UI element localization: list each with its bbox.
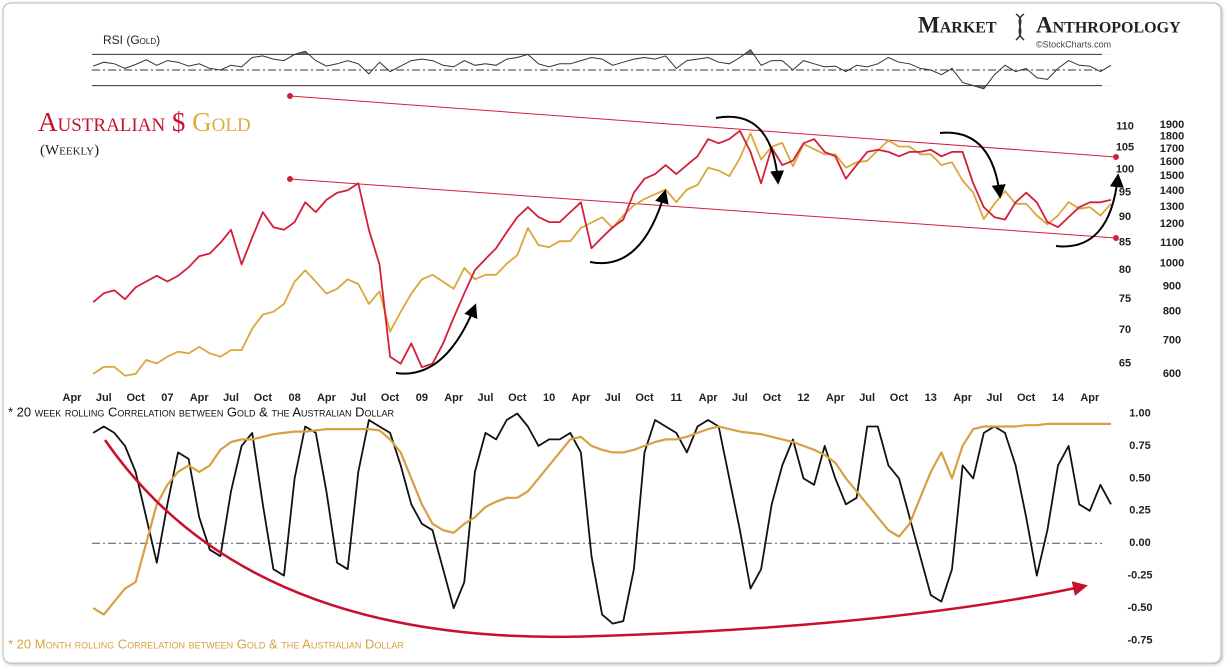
- x-tick-label: 09: [416, 392, 428, 404]
- title-gold: Gold: [192, 107, 251, 137]
- y-tick-label: 105: [1116, 142, 1134, 154]
- x-tick-label: Apr: [63, 392, 83, 404]
- annotation-arrow: [715, 115, 785, 185]
- correlation-line: [92, 422, 1111, 616]
- y2-tick-label: 1800: [1160, 131, 1184, 143]
- x-tick-label: Jul: [859, 392, 875, 404]
- x-tick-label: 07: [161, 392, 173, 404]
- y-tick-label: 0.00: [1129, 537, 1150, 549]
- y-tick-label: 110: [1116, 121, 1134, 133]
- x-tick-label: Apr: [953, 392, 973, 404]
- legend-monthly: * 20 Month rolling Correlation between G…: [8, 636, 404, 651]
- x-tick-label: Jul: [732, 392, 748, 404]
- x-tick-label: Apr: [444, 392, 464, 404]
- x-tick-label: 10: [543, 392, 555, 404]
- y-tick-label: 0.25: [1129, 505, 1150, 517]
- legend-weekly: * 20 week rolling Correlation between Go…: [8, 404, 395, 419]
- x-tick-label: Oct: [763, 392, 782, 404]
- x-tick-label: 11: [670, 392, 682, 404]
- x-tick-label: Apr: [571, 392, 591, 404]
- annotation-arrow: [589, 189, 669, 265]
- annotation-arrow: [395, 303, 478, 375]
- x-tick-label: Oct: [1017, 392, 1036, 404]
- y2-tick-label: 1200: [1160, 218, 1184, 230]
- annotation-arrow: [939, 131, 1006, 199]
- x-tick-label: 13: [925, 392, 937, 404]
- correlation-line: [92, 412, 1112, 625]
- x-tick-label: Jul: [478, 392, 494, 404]
- y2-tick-label: 1500: [1160, 170, 1184, 182]
- y2-tick-label: 1300: [1160, 201, 1184, 213]
- x-tick-label: Apr: [699, 392, 719, 404]
- x-tick-label: Oct: [254, 392, 273, 404]
- price-line: [92, 129, 1112, 369]
- y2-tick-label: 1000: [1160, 258, 1184, 270]
- y-tick-label: -0.75: [1127, 634, 1152, 646]
- x-tick-label: Jul: [986, 392, 1002, 404]
- y-tick-label: 90: [1119, 211, 1131, 223]
- x-tick-label: 08: [289, 392, 301, 404]
- x-tick-label: Jul: [223, 392, 239, 404]
- y-tick-label: 80: [1119, 264, 1131, 276]
- y2-tick-label: 1600: [1160, 156, 1184, 168]
- x-tick-label: Apr: [826, 392, 846, 404]
- credit: ©StockCharts.com: [1036, 39, 1111, 49]
- y2-tick-label: 1100: [1160, 237, 1184, 249]
- x-tick-label: Apr: [1080, 392, 1100, 404]
- subtitle: (Weekly): [40, 142, 99, 158]
- x-tick-label: 12: [797, 392, 809, 404]
- main-title: Australian $ Gold: [38, 107, 251, 137]
- y2-tick-label: 1700: [1160, 143, 1184, 155]
- trend-arrow: [103, 439, 1088, 639]
- rsi-line: [93, 48, 1112, 90]
- x-tick-label: 14: [1052, 392, 1065, 404]
- y2-tick-label: 700: [1163, 335, 1181, 347]
- y-tick-label: 100: [1116, 163, 1134, 175]
- x-tick-label: Jul: [605, 392, 621, 404]
- y-tick-label: -0.25: [1127, 570, 1152, 582]
- y-tick-label: 95: [1119, 187, 1131, 199]
- brand-left: Market: [918, 12, 997, 37]
- y2-tick-label: 900: [1163, 280, 1181, 292]
- x-tick-label: Jul: [350, 392, 366, 404]
- x-tick-label: Oct: [890, 392, 909, 404]
- x-tick-label: Oct: [508, 392, 527, 404]
- y-tick-label: 70: [1119, 324, 1131, 336]
- brand-icon: [1015, 13, 1025, 41]
- y-tick-label: 0.75: [1129, 440, 1150, 452]
- x-tick-label: Apr: [317, 392, 337, 404]
- rsi-title: RSI (Gold): [103, 33, 160, 47]
- annotation-arrow: [1055, 173, 1124, 248]
- price-line: [92, 132, 1112, 377]
- y-tick-label: 65: [1119, 358, 1131, 370]
- y2-tick-label: 800: [1163, 306, 1181, 318]
- x-tick-label: Jul: [96, 392, 112, 404]
- x-tick-label: Apr: [190, 392, 210, 404]
- title-aud: Australian $: [38, 107, 185, 137]
- y2-tick-label: 1900: [1160, 119, 1184, 131]
- x-tick-label: Oct: [126, 392, 145, 404]
- y-tick-label: 75: [1119, 293, 1131, 305]
- x-tick-label: Oct: [635, 392, 654, 404]
- y2-tick-label: 1400: [1160, 185, 1184, 197]
- y-tick-label: 0.50: [1129, 472, 1150, 484]
- x-tick-label: Oct: [381, 392, 400, 404]
- y-tick-label: 1.00: [1129, 407, 1150, 419]
- y-tick-label: 85: [1119, 237, 1131, 249]
- y-tick-label: -0.50: [1127, 602, 1152, 614]
- y2-tick-label: 600: [1163, 368, 1181, 380]
- brand-right: Anthropology: [1036, 12, 1181, 37]
- channel: [287, 93, 1119, 241]
